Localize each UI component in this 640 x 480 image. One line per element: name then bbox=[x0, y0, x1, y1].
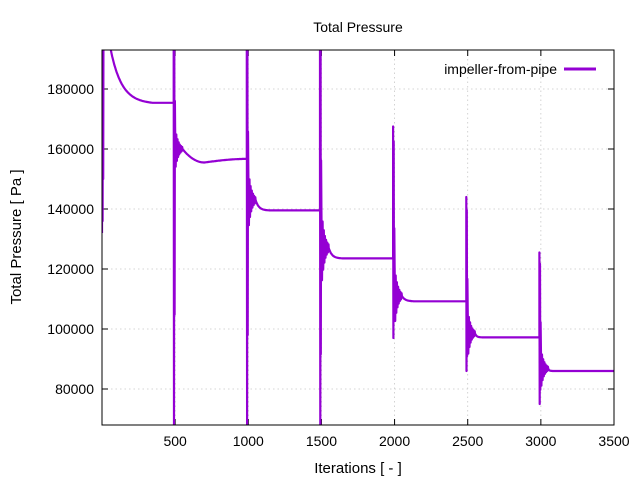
y-tick-label: 160000 bbox=[47, 141, 94, 157]
grid bbox=[102, 50, 614, 425]
chart-title: Total Pressure bbox=[313, 19, 403, 35]
x-axis-label: Iterations [ - ] bbox=[314, 460, 402, 477]
plot-frame bbox=[101, 49, 615, 426]
x-tick-label: 1500 bbox=[306, 433, 337, 449]
plot-area bbox=[102, 50, 614, 425]
x-tick-label: 1000 bbox=[233, 433, 264, 449]
y-tick-label: 140000 bbox=[47, 201, 94, 217]
y-tick-label: 100000 bbox=[47, 321, 94, 337]
y-tick-label: 80000 bbox=[55, 381, 94, 397]
x-tick-label: 2000 bbox=[379, 433, 410, 449]
x-tick-label: 3000 bbox=[525, 433, 556, 449]
x-tick-label: 2500 bbox=[452, 433, 483, 449]
axis-ticks: 500 1000 1500 2000 2500 3000 3500 80000 100000 12… bbox=[47, 50, 630, 449]
legend-label: impeller-from-pipe bbox=[444, 61, 557, 77]
x-tick-label: 500 bbox=[163, 433, 187, 449]
y-tick-label: 180000 bbox=[47, 81, 94, 97]
legend: impeller-from-pipe bbox=[444, 61, 596, 77]
y-axis-label: Total Pressure [ Pa ] bbox=[8, 169, 25, 304]
series-line-impeller-from-pipe bbox=[102, 50, 614, 425]
y-tick-label: 120000 bbox=[47, 261, 94, 277]
x-tick-label: 3500 bbox=[598, 433, 629, 449]
